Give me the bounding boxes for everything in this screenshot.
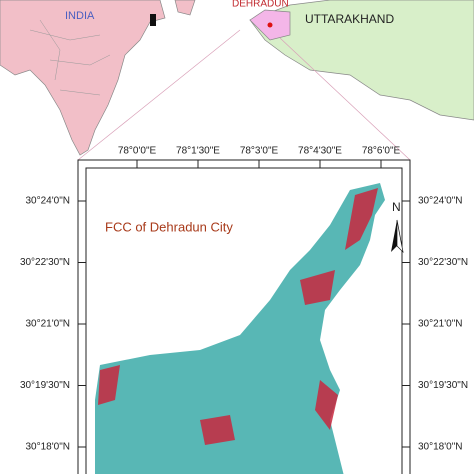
latitude-label-left: 30°24'0"N (26, 196, 71, 207)
north-arrow (396, 219, 404, 254)
longitude-label: 78°6'0"E (362, 146, 401, 157)
latitude-label-left: 30°21'0"N (26, 319, 71, 330)
north-label: N (392, 200, 401, 214)
india-map-east (174, 0, 196, 16)
latitude-label-right: 30°19'30"N (418, 380, 468, 391)
longitude-label: 78°3'0"E (240, 146, 279, 157)
uttarakhand-label: UTTARAKHAND (305, 12, 394, 26)
latitude-label-right: 30°22'30"N (418, 257, 468, 268)
uttarakhand-map (249, 0, 474, 121)
latitude-label-left: 30°19'30"N (20, 380, 70, 391)
latitude-label-right: 30°21'0"N (418, 319, 463, 330)
zoom-line (279, 37, 411, 161)
north-arrow (391, 220, 397, 252)
latitude-label-left: 30°18'0"N (26, 442, 71, 453)
dehradun-label: DEHRADUN (232, 0, 289, 10)
dehradun-point (267, 22, 273, 28)
longitude-label: 78°1'30"E (176, 146, 220, 157)
inset-marker (150, 14, 156, 26)
india-label: INDIA (65, 10, 95, 22)
city-image (95, 183, 385, 474)
longitude-label: 78°0'0"E (118, 146, 157, 157)
latitude-label-right: 30°18'0"N (418, 442, 463, 453)
latitude-label-left: 30°22'30"N (20, 257, 70, 268)
india-map (0, 0, 166, 156)
zoom-line (77, 29, 241, 161)
map-title: FCC of Dehradun City (105, 219, 233, 234)
state-borders (29, 19, 111, 96)
latitude-label-right: 30°24'0"N (418, 196, 463, 207)
longitude-label: 78°4'30"E (298, 146, 342, 157)
